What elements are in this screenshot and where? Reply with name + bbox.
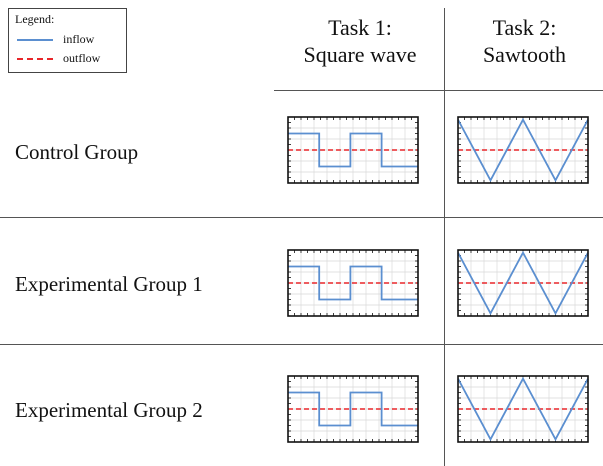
legend-item-outflow: outflow bbox=[15, 51, 125, 66]
column-header-task-1: Task 1: Square wave bbox=[276, 14, 444, 68]
thumbnail-exp1-sawtooth bbox=[457, 249, 589, 317]
thumbnail-control-sawtooth-inflow-line bbox=[457, 117, 589, 183]
row-divider-2 bbox=[0, 344, 603, 345]
thumbnail-exp2-square-inflow-line bbox=[288, 391, 418, 427]
thumbnail-exp1-square-frame bbox=[287, 249, 419, 317]
column-divider bbox=[444, 8, 445, 466]
header-rule bbox=[274, 90, 603, 91]
column-header-task-2-line1: Task 2: bbox=[492, 15, 557, 40]
thumbnail-control-sawtooth bbox=[457, 116, 589, 184]
row-label-experimental-group-2: Experimental Group 2 bbox=[15, 398, 203, 422]
thumbnail-exp2-sawtooth-inflow-line bbox=[457, 376, 589, 442]
legend-item-inflow: inflow bbox=[15, 32, 125, 47]
column-header-task-2-line2: Sawtooth bbox=[482, 42, 567, 67]
thumbnail-control-sawtooth-frame bbox=[457, 116, 589, 184]
column-header-task-1-line2: Square wave bbox=[303, 42, 417, 67]
legend-inflow-swatch bbox=[17, 39, 53, 41]
row-label-control-group: Control Group bbox=[15, 140, 139, 164]
column-header-task-1-line1: Task 1: bbox=[328, 15, 392, 40]
legend-title: Legend: bbox=[15, 12, 55, 26]
legend-inflow-label: inflow bbox=[63, 32, 95, 46]
legend-outflow-swatch bbox=[17, 58, 53, 60]
column-header-task-2: Task 2: Sawtooth bbox=[446, 14, 603, 68]
thumbnail-exp2-sawtooth-frame bbox=[457, 375, 589, 443]
thumbnail-exp1-sawtooth-inflow-line bbox=[457, 250, 589, 316]
thumbnail-exp2-sawtooth bbox=[457, 375, 589, 443]
thumbnail-exp1-square bbox=[287, 249, 419, 317]
thumbnail-control-square-frame bbox=[287, 116, 419, 184]
thumbnail-control-square-inflow-line bbox=[288, 132, 418, 168]
thumbnail-exp2-square-frame bbox=[287, 375, 419, 443]
legend-outflow-label: outflow bbox=[63, 51, 101, 65]
thumbnail-control-square bbox=[287, 116, 419, 184]
thumbnail-exp2-square bbox=[287, 375, 419, 443]
row-label-experimental-group-1: Experimental Group 1 bbox=[15, 272, 203, 296]
row-divider-1 bbox=[0, 217, 603, 218]
thumbnail-exp1-square-inflow-line bbox=[288, 265, 418, 301]
thumbnail-exp1-sawtooth-frame bbox=[457, 249, 589, 317]
legend-box: Legend: inflow outflow bbox=[8, 8, 127, 73]
